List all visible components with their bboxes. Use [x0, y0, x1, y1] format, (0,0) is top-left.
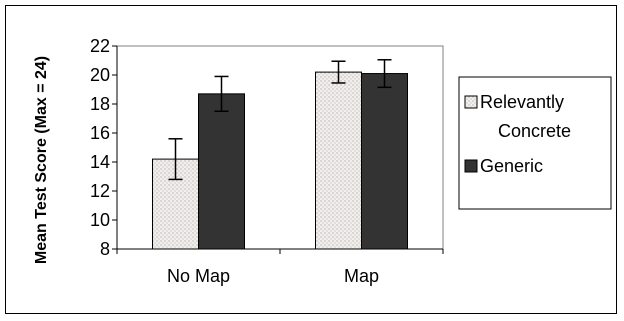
y-tick-label: 12: [90, 181, 110, 201]
bar-generic-map: [361, 73, 408, 250]
legend-label-generic: Generic: [480, 156, 543, 176]
y-tick-label: 18: [90, 94, 110, 114]
y-axis-label: Mean Test Score (Max = 24): [33, 56, 50, 264]
legend: Relevantly Concrete Generic: [458, 76, 612, 210]
y-tick-label: 20: [90, 65, 110, 85]
y-tick-label: 14: [90, 152, 110, 172]
x-category-label: Map: [344, 266, 379, 286]
y-tick-label: 22: [90, 36, 110, 56]
x-category-label: No Map: [167, 266, 230, 286]
y-tick-label: 10: [90, 210, 110, 230]
bar-relevantly-concrete-no-map: [152, 158, 199, 250]
legend-label-relevantly-concrete-line1: Relevantly: [480, 92, 564, 112]
legend-swatch-relevantly-concrete: [464, 95, 478, 109]
legend-label-relevantly-concrete-line2: Concrete: [498, 121, 571, 141]
legend-box: [458, 76, 612, 210]
legend-swatch-generic: [464, 159, 478, 173]
y-tick-label: 8: [100, 239, 110, 259]
bar-generic-no-map: [198, 93, 245, 250]
plot-area: 8 10 12 14 16 18 20 22 No Map Map: [90, 36, 444, 286]
bar-relevantly-concrete-map: [315, 71, 362, 250]
y-tick-label: 16: [90, 123, 110, 143]
